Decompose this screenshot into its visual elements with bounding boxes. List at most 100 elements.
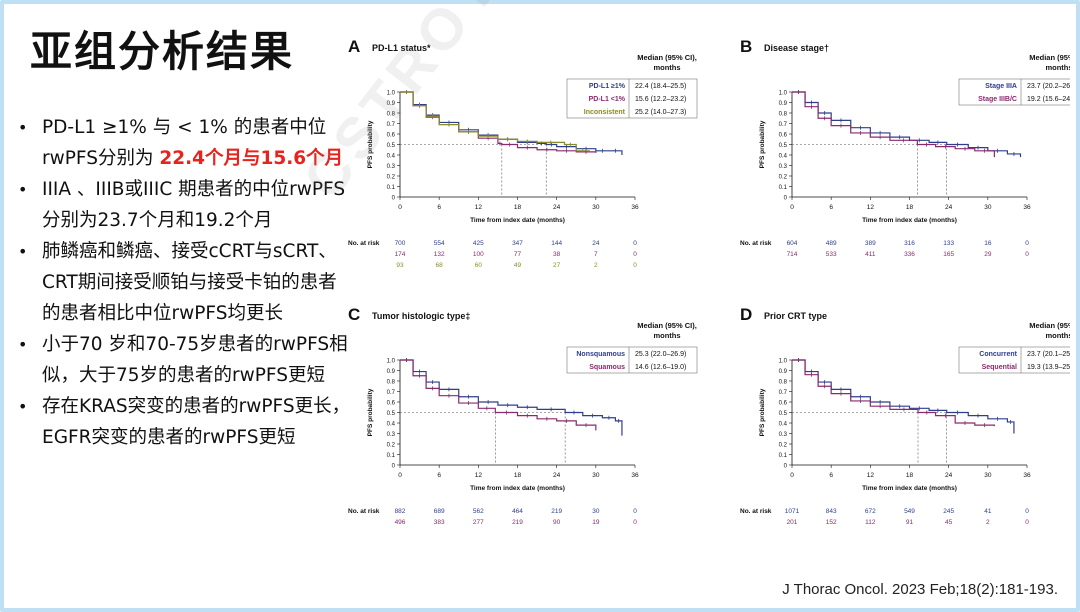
risk-table-value: 533 (826, 251, 837, 258)
panel-title: PD-L1 status* (372, 43, 431, 53)
highlight-connector: 与 (242, 148, 261, 169)
legend-median: 25.3 (22.0–26.9) (635, 351, 686, 358)
risk-table-value: 0 (633, 519, 637, 526)
y-tick-label: 0.3 (387, 164, 396, 170)
risk-table-value: 489 (826, 240, 837, 247)
risk-table-value: 0 (1025, 240, 1029, 247)
x-tick-label: 18 (514, 472, 522, 479)
risk-table-label: No. at risk (348, 508, 380, 515)
y-tick-label: 0 (392, 196, 396, 202)
panel-letter: A (348, 37, 360, 56)
x-tick-label: 12 (867, 204, 875, 211)
y-tick-label: 0.1 (779, 453, 788, 459)
risk-table-value: 174 (395, 251, 406, 258)
y-tick-label: 0.2 (779, 175, 788, 181)
risk-table-value: 496 (395, 519, 406, 526)
y-tick-label: 1.0 (779, 91, 788, 97)
risk-table-value: 100 (473, 251, 484, 258)
y-tick-label: 0.2 (779, 443, 788, 449)
bullet-dot: • (18, 118, 28, 137)
y-tick-label: 0.6 (387, 401, 396, 407)
y-tick-label: 0.1 (387, 185, 396, 191)
km-curve-2 (792, 91, 995, 158)
risk-table-value: 30 (592, 508, 600, 515)
km-panel-c: C Tumor histologic type‡ Median (95% CI), m… (348, 305, 698, 526)
legend-header-line: Median (95% CI), (637, 321, 697, 330)
y-tick-label: 0.9 (779, 369, 788, 375)
x-tick-label: 24 (553, 472, 561, 479)
x-tick-label: 36 (631, 472, 639, 479)
risk-table-value: 843 (826, 508, 837, 515)
y-tick-label: 0.4 (387, 154, 396, 160)
legend-header: Median (95% CI),months (1029, 321, 1070, 340)
y-tick-label: 0.2 (387, 443, 396, 449)
risk-table-value: 0 (1025, 519, 1029, 526)
legend-box (566, 78, 698, 119)
km-curve-2 (400, 91, 597, 153)
x-axis-label: Time from index date (months) (470, 485, 565, 492)
x-tick-label: 6 (437, 204, 441, 211)
x-tick-label: 24 (945, 204, 953, 211)
y-tick-label: 0.5 (779, 411, 788, 417)
risk-table-value: 144 (551, 240, 562, 247)
x-tick-label: 36 (1023, 472, 1031, 479)
risk-table-value: 425 (473, 240, 484, 247)
y-tick-label: 0.7 (779, 390, 788, 396)
y-tick-label: 0.9 (779, 101, 788, 107)
legend-header-line: months (1045, 63, 1070, 72)
km-panel-b: B Disease stage† Median (95% CI),months Sta… (740, 37, 1080, 258)
risk-table-value: 411 (865, 251, 876, 258)
risk-table-value: 882 (395, 508, 406, 515)
y-tick-label: 1.0 (387, 91, 396, 97)
x-axis-label: Time from index date (months) (470, 217, 565, 224)
legend-label: Nonsquamous (576, 351, 625, 358)
x-tick-label: 12 (475, 204, 483, 211)
y-tick-label: 0.3 (387, 432, 396, 438)
risk-table-value: 77 (514, 251, 522, 258)
risk-table-value: 0 (633, 251, 637, 258)
risk-table-value: 604 (787, 240, 798, 247)
x-tick-label: 18 (906, 472, 914, 479)
legend-box (566, 346, 698, 374)
risk-table-value: 336 (904, 251, 915, 258)
risk-table-value: 219 (512, 519, 523, 526)
x-tick-label: 12 (867, 472, 875, 479)
x-tick-label: 12 (475, 472, 483, 479)
legend-header-line: months (1045, 331, 1070, 340)
y-axis-label: PFS probability (367, 120, 374, 168)
panel-letter: C (348, 305, 360, 324)
y-tick-label: 1.0 (779, 359, 788, 365)
y-tick-label: 0.5 (387, 411, 396, 417)
y-tick-label: 0.3 (779, 432, 788, 438)
risk-table-value: 16 (984, 240, 992, 247)
y-tick-label: 0.3 (779, 164, 788, 170)
bullet-dot: • (18, 397, 28, 416)
km-curve-2 (792, 359, 995, 427)
risk-table-value: 464 (512, 508, 523, 515)
bullet-text: 肺鳞癌和鳞癌、接受cCRT与sCRT、CRT期间接受顺铂与接受卡铂的患者的患者相… (42, 241, 337, 324)
y-axis-label: PFS probability (759, 120, 766, 168)
panel-letter: D (740, 305, 752, 324)
risk-table-value: 165 (943, 251, 954, 258)
x-tick-label: 6 (829, 204, 833, 211)
x-tick-label: 24 (945, 472, 953, 479)
legend-header-line: Median (95% CI), (1029, 321, 1070, 330)
risk-table-value: 245 (943, 508, 954, 515)
x-tick-label: 24 (553, 204, 561, 211)
risk-table-value: 714 (787, 251, 798, 258)
y-tick-label: 1.0 (387, 359, 396, 365)
legend-box (958, 346, 1080, 374)
y-tick-label: 0.7 (387, 122, 396, 128)
legend-median: 22.4 (18.4–25.5) (635, 83, 686, 90)
risk-table-value: 549 (904, 508, 915, 515)
y-tick-label: 0.8 (387, 112, 396, 118)
y-tick-label: 0.6 (387, 133, 396, 139)
citation: J Thorac Oncol. 2023 Feb;18(2):181-193. (782, 581, 1058, 598)
risk-table-value: 700 (395, 240, 406, 247)
legend-label: Sequential (982, 364, 1017, 371)
km-figure: A PD-L1 status* Median (95% CI), months PD-L… (340, 30, 1080, 570)
y-tick-label: 0.4 (387, 422, 396, 428)
risk-table-value: 672 (865, 508, 876, 515)
legend-label: Concurrent (979, 351, 1017, 358)
bullet-item: • 小于70 岁和70-75岁患者的rwPFS相似，大于75岁的患者的rwPFS… (16, 329, 351, 391)
